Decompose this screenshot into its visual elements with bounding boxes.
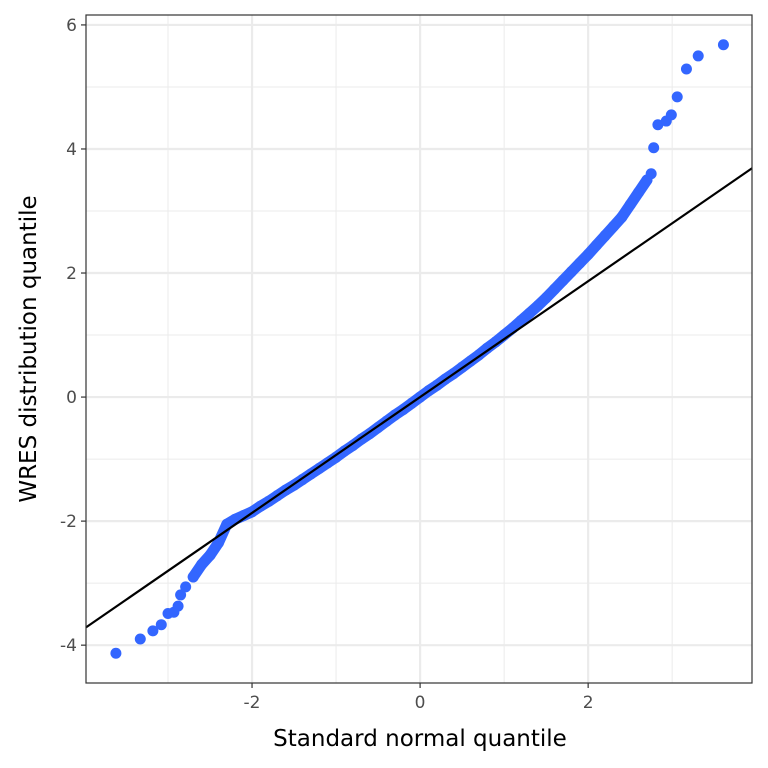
data-point [616,211,628,223]
data-point [633,186,645,198]
data-points [110,39,729,659]
x-tick-label: -2 [244,693,261,713]
data-point [221,518,233,530]
data-point [532,300,544,312]
panel-border [85,14,753,684]
data-point [574,257,586,269]
data-point [582,248,594,260]
data-point [540,292,552,304]
data-point [212,537,224,549]
data-point [717,39,729,51]
x-tick-label: 0 [415,693,426,713]
data-point [599,230,611,242]
data-point [147,625,159,637]
data-point [238,510,250,522]
data-point [523,307,535,319]
data-point [196,559,208,571]
data-point [607,221,619,233]
y-tick-label: -4 [60,636,77,656]
y-axis-ticks: -4 -2 0 2 4 6 [60,16,86,656]
data-point [330,451,342,463]
data-point [490,336,502,348]
data-point [565,266,577,278]
data-point [680,63,692,75]
data-point [155,619,167,631]
data-point [180,581,192,593]
y-tick-label: 0 [66,388,77,408]
data-point [172,600,184,612]
reference-line [85,167,753,629]
data-point [652,119,664,131]
data-point [549,283,561,295]
data-point [665,109,677,121]
x-tick-label: 2 [583,693,594,713]
y-tick-label: 4 [66,140,77,160]
data-point [692,50,704,62]
data-point [134,633,146,645]
x-axis-title: Standard normal quantile [273,726,567,752]
y-tick-label: 6 [66,16,77,36]
data-point [645,168,657,180]
data-point [515,315,527,327]
x-axis-ticks: -2 0 2 [244,683,594,713]
y-axis-title: WRES distribution quantile [16,195,42,502]
data-point [110,647,122,659]
y-tick-label: -2 [60,512,77,532]
data-point [591,239,603,251]
grid [86,15,752,683]
data-point [204,549,216,561]
data-point [648,142,660,154]
data-point [624,199,636,211]
data-point [481,342,493,354]
data-point [671,91,683,103]
data-point [175,589,187,601]
data-point [187,571,199,583]
y-tick-label: 2 [66,264,77,284]
data-point [557,274,569,286]
